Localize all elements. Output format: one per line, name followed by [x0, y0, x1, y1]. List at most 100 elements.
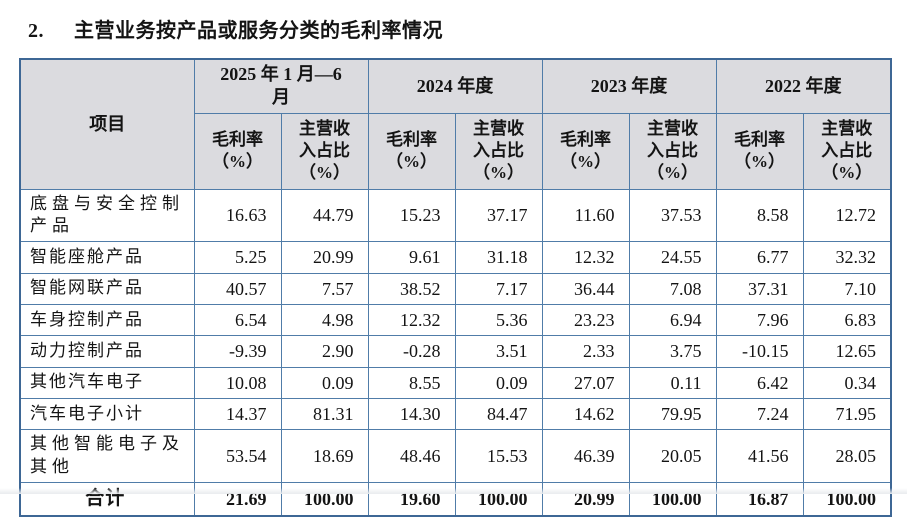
value-cell: -10.15 [715, 335, 804, 368]
value-cell: 9.61 [367, 241, 456, 274]
page-bottom-shadow [0, 488, 907, 494]
value-cell: 48.46 [367, 429, 456, 484]
value-cell: 38.52 [367, 272, 456, 305]
item-column-header: 项目 [19, 58, 195, 190]
value-cell: 41.56 [715, 429, 804, 484]
value-cell: 12.65 [802, 335, 892, 368]
value-cell: -0.28 [367, 335, 456, 368]
value-cell: 12.32 [367, 303, 456, 337]
section-title-text: 主营业务按产品或服务分类的毛利率情况 [74, 20, 443, 42]
gross-margin-column-header: 毛利率 （%） [367, 112, 456, 190]
value-cell: 5.36 [454, 303, 543, 337]
value-cell: 20.99 [280, 241, 369, 274]
value-cell: 2.33 [541, 335, 630, 368]
row-label: 底盘与安全控制 产品 [19, 188, 195, 243]
section-number: 2. [28, 20, 44, 42]
value-cell: 4.98 [280, 303, 369, 337]
value-cell: 7.96 [715, 303, 804, 337]
table-header: 项目 2025 年 1 月—6 月 2024 年度 2023 年度 2022 年… [19, 58, 892, 190]
revenue-share-column-header: 主营收 入占比 （%） [280, 112, 369, 190]
value-cell: 12.32 [541, 241, 630, 274]
gross-margin-column-header: 毛利率 （%） [193, 112, 282, 190]
value-cell: 20.05 [628, 429, 717, 484]
value-cell: 8.55 [367, 366, 456, 399]
value-cell: 6.42 [715, 366, 804, 399]
period-header-2022: 2022 年度 [715, 58, 892, 114]
row-label: 其他汽车电子 [19, 366, 195, 399]
value-cell: 7.08 [628, 272, 717, 305]
value-cell: 15.53 [454, 429, 543, 484]
value-cell: 6.54 [193, 303, 282, 337]
value-cell: 31.18 [454, 241, 543, 274]
row-label: 动力控制产品 [19, 335, 195, 368]
row-label: 汽车电子小计 [19, 397, 195, 431]
value-cell: 3.51 [454, 335, 543, 368]
value-cell: 14.62 [541, 397, 630, 431]
value-cell: 11.60 [541, 188, 630, 243]
value-cell: 28.05 [802, 429, 892, 484]
table-row: 其他智能电子及 其他 53.54 18.69 48.46 15.53 46.39 20.05… [19, 429, 892, 484]
value-cell: 18.69 [280, 429, 369, 484]
period-header-row: 项目 2025 年 1 月—6 月 2024 年度 2023 年度 2022 年… [19, 58, 892, 190]
value-cell: 10.08 [193, 366, 282, 399]
value-cell: 3.75 [628, 335, 717, 368]
value-cell: 37.53 [628, 188, 717, 243]
value-cell: 14.30 [367, 397, 456, 431]
value-cell: 12.72 [802, 188, 892, 243]
revenue-share-column-header: 主营收 入占比 （%） [802, 112, 892, 190]
value-cell: -9.39 [193, 335, 282, 368]
value-cell: 14.37 [193, 397, 282, 431]
value-cell: 2.90 [280, 335, 369, 368]
row-label: 智能网联产品 [19, 272, 195, 305]
value-cell: 79.95 [628, 397, 717, 431]
table-row: 动力控制产品 -9.39 2.90 -0.28 3.51 2.33 3.75 -10.15 12… [19, 335, 892, 368]
table-row: 底盘与安全控制 产品 16.63 44.79 15.23 37.17 11.60 37.53… [19, 188, 892, 243]
value-cell: 46.39 [541, 429, 630, 484]
value-cell: 81.31 [280, 397, 369, 431]
period-header-2025: 2025 年 1 月—6 月 [193, 58, 369, 114]
revenue-share-column-header: 主营收 入占比 （%） [628, 112, 717, 190]
metric-header-row: 毛利率 （%） 主营收 入占比 （%） 毛利率 （%） 主营收 入占比 （%） … [20, 112, 892, 190]
value-cell: 0.09 [454, 366, 543, 399]
value-cell: 7.57 [280, 272, 369, 305]
value-cell: 23.23 [541, 303, 630, 337]
table-row: 汽车电子小计 14.37 81.31 14.30 84.47 14.62 79.95 7.24… [19, 397, 892, 431]
value-cell: 71.95 [802, 397, 892, 431]
value-cell: 6.94 [628, 303, 717, 337]
period-header-2023: 2023 年度 [541, 58, 717, 114]
revenue-share-column-header: 主营收 入占比 （%） [454, 112, 543, 190]
value-cell: 0.11 [628, 366, 717, 399]
table-row: 智能网联产品 40.57 7.57 38.52 7.17 36.44 7.08 37.31 7.… [19, 272, 892, 305]
value-cell: 8.58 [715, 188, 804, 243]
value-cell: 7.10 [802, 272, 892, 305]
value-cell: 5.25 [193, 241, 282, 274]
value-cell: 7.17 [454, 272, 543, 305]
table-row: 智能座舱产品 5.25 20.99 9.61 31.18 12.32 24.55 6.77 32… [19, 241, 892, 274]
value-cell: 7.24 [715, 397, 804, 431]
gross-margin-table: 项目 2025 年 1 月—6 月 2024 年度 2023 年度 2022 年… [19, 58, 892, 517]
value-cell: 6.77 [715, 241, 804, 274]
row-label: 智能座舱产品 [19, 241, 195, 274]
row-label: 车身控制产品 [19, 303, 195, 337]
value-cell: 32.32 [802, 241, 892, 274]
value-cell: 36.44 [541, 272, 630, 305]
table-row: 车身控制产品 6.54 4.98 12.32 5.36 23.23 6.94 7.96 6.83 [19, 303, 892, 337]
value-cell: 24.55 [628, 241, 717, 274]
gross-margin-column-header: 毛利率 （%） [541, 112, 630, 190]
value-cell: 27.07 [541, 366, 630, 399]
value-cell: 0.34 [802, 366, 892, 399]
value-cell: 6.83 [802, 303, 892, 337]
table-row: 其他汽车电子 10.08 0.09 8.55 0.09 27.07 0.11 6.42 0.34 [19, 366, 892, 399]
row-label: 其他智能电子及 其他 [19, 429, 195, 484]
value-cell: 84.47 [454, 397, 543, 431]
section-title: 2. 主营业务按产品或服务分类的毛利率情况 [28, 14, 443, 43]
value-cell: 16.63 [193, 188, 282, 243]
period-header-2024: 2024 年度 [367, 58, 543, 114]
table-body: 底盘与安全控制 产品 16.63 44.79 15.23 37.17 11.60 37.53… [19, 188, 892, 517]
value-cell: 37.31 [715, 272, 804, 305]
value-cell: 53.54 [193, 429, 282, 484]
gross-margin-column-header: 毛利率 （%） [715, 112, 804, 190]
value-cell: 44.79 [280, 188, 369, 243]
value-cell: 37.17 [454, 188, 543, 243]
value-cell: 0.09 [280, 366, 369, 399]
